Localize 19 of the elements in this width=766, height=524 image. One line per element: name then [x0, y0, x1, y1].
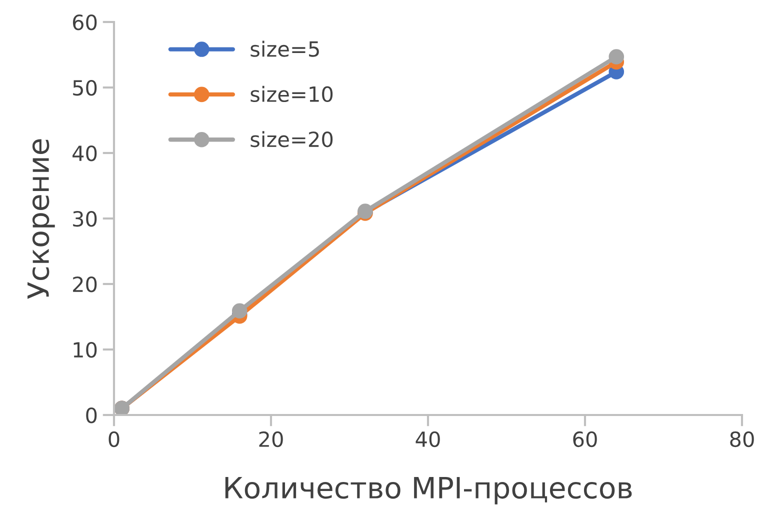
- y-tick-label: 50: [73, 80, 97, 96]
- x-axis-title: Количество MPI-процессов: [225, 477, 632, 504]
- legend-label: size=20: [250, 131, 333, 148]
- x-tick-label: 80: [730, 431, 754, 448]
- y-tick-label: 60: [72, 14, 97, 30]
- y-tick-label: 20: [73, 276, 97, 292]
- y-axis-title: Ускорение: [28, 139, 55, 299]
- x-tick-label: 20: [259, 431, 283, 448]
- y-tick-label: 30: [73, 210, 97, 227]
- point: [608, 49, 624, 64]
- point: [232, 303, 248, 318]
- y-tick-label: 10: [74, 342, 97, 358]
- x-tick-label: 60: [573, 431, 597, 448]
- y-tick-label: 40: [72, 145, 97, 162]
- legend-label: size=5: [250, 40, 319, 57]
- y-tick-label: 0: [86, 407, 97, 424]
- x-tick-label: 0: [108, 431, 120, 448]
- legend-label: size=10: [250, 86, 333, 102]
- x-tick-label: 40: [416, 431, 440, 448]
